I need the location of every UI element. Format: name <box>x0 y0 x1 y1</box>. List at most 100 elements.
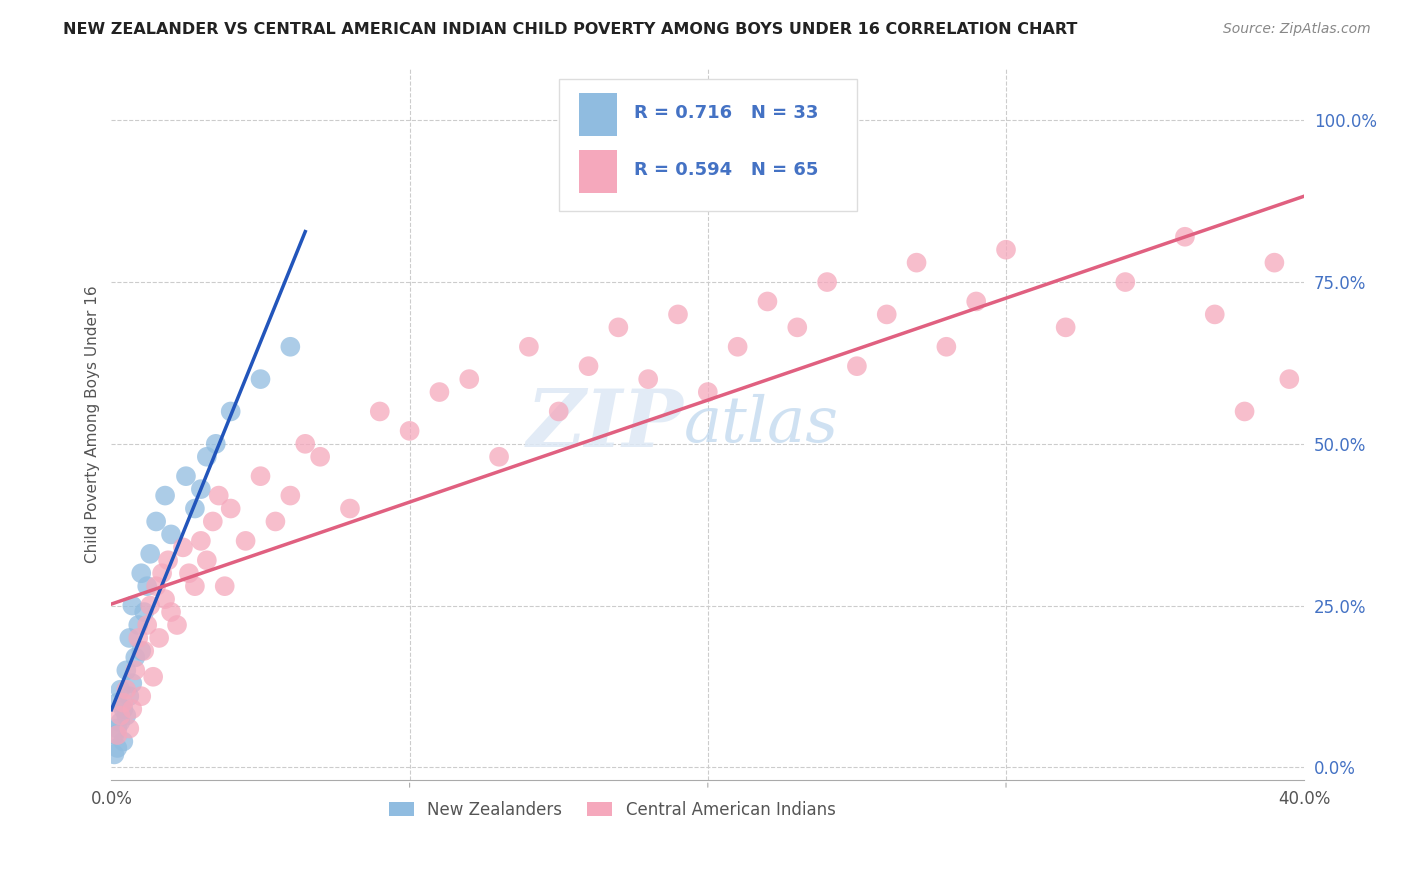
Point <box>112 702 135 716</box>
Point <box>136 618 159 632</box>
Point <box>166 618 188 632</box>
Point <box>184 579 207 593</box>
Point <box>195 553 218 567</box>
Text: R = 0.716   N = 33: R = 0.716 N = 33 <box>634 103 818 121</box>
Point <box>637 372 659 386</box>
Point <box>965 294 987 309</box>
Point <box>145 515 167 529</box>
Point <box>118 689 141 703</box>
Point <box>127 618 149 632</box>
Point <box>249 372 271 386</box>
Point <box>150 566 173 581</box>
Point <box>1174 229 1197 244</box>
Legend: New Zealanders, Central American Indians: New Zealanders, Central American Indians <box>382 794 842 825</box>
Point <box>219 404 242 418</box>
Point <box>115 708 138 723</box>
Point <box>134 605 156 619</box>
Point <box>278 489 301 503</box>
Point <box>1114 275 1136 289</box>
Point <box>124 663 146 677</box>
Point <box>129 689 152 703</box>
Point <box>815 275 838 289</box>
Point <box>204 437 226 451</box>
Point <box>129 566 152 581</box>
FancyBboxPatch shape <box>579 151 617 193</box>
Point <box>368 404 391 418</box>
Point <box>112 734 135 748</box>
Point <box>121 676 143 690</box>
Point <box>249 469 271 483</box>
Point <box>174 469 197 483</box>
Point <box>110 714 132 729</box>
Point <box>153 592 176 607</box>
Y-axis label: Child Poverty Among Boys Under 16: Child Poverty Among Boys Under 16 <box>86 285 100 563</box>
Point <box>1204 307 1226 321</box>
Point <box>666 307 689 321</box>
Point <box>727 340 749 354</box>
Point <box>139 547 162 561</box>
Point <box>103 747 125 762</box>
Text: Source: ZipAtlas.com: Source: ZipAtlas.com <box>1223 22 1371 37</box>
Point <box>115 663 138 677</box>
Point <box>103 728 125 742</box>
Text: ZIP: ZIP <box>527 385 683 463</box>
Point <box>118 722 141 736</box>
Point <box>139 599 162 613</box>
Point <box>1054 320 1077 334</box>
Point <box>160 605 183 619</box>
Point <box>136 579 159 593</box>
Point <box>201 515 224 529</box>
Point <box>309 450 332 464</box>
Point <box>845 359 868 374</box>
Point <box>696 385 718 400</box>
Point <box>105 722 128 736</box>
Point <box>1233 404 1256 418</box>
Point <box>786 320 808 334</box>
Point <box>110 708 132 723</box>
Point <box>398 424 420 438</box>
Text: atlas: atlas <box>683 393 839 455</box>
FancyBboxPatch shape <box>558 79 856 211</box>
Point <box>235 533 257 548</box>
Point <box>177 566 200 581</box>
Point <box>121 599 143 613</box>
Point <box>876 307 898 321</box>
Point <box>148 631 170 645</box>
Point <box>458 372 481 386</box>
Point <box>1278 372 1301 386</box>
Point <box>1263 255 1285 269</box>
Point <box>278 340 301 354</box>
Point <box>195 450 218 464</box>
Point <box>547 404 569 418</box>
Point <box>264 515 287 529</box>
Point <box>172 541 194 555</box>
Point <box>153 489 176 503</box>
Point <box>219 501 242 516</box>
Point <box>995 243 1018 257</box>
Point <box>105 696 128 710</box>
Point <box>105 741 128 756</box>
Text: R = 0.594   N = 65: R = 0.594 N = 65 <box>634 161 818 178</box>
Point <box>184 501 207 516</box>
Point <box>517 340 540 354</box>
Text: NEW ZEALANDER VS CENTRAL AMERICAN INDIAN CHILD POVERTY AMONG BOYS UNDER 16 CORRE: NEW ZEALANDER VS CENTRAL AMERICAN INDIAN… <box>63 22 1077 37</box>
Point <box>208 489 231 503</box>
Point <box>429 385 451 400</box>
Point <box>905 255 928 269</box>
Point <box>134 644 156 658</box>
Point <box>105 728 128 742</box>
Point <box>129 644 152 658</box>
Point <box>110 682 132 697</box>
Point <box>115 682 138 697</box>
Point <box>578 359 600 374</box>
FancyBboxPatch shape <box>579 94 617 136</box>
Point <box>145 579 167 593</box>
Point <box>339 501 361 516</box>
Point <box>112 696 135 710</box>
Point <box>607 320 630 334</box>
Point <box>160 527 183 541</box>
Point <box>935 340 957 354</box>
Point <box>756 294 779 309</box>
Point <box>121 702 143 716</box>
Point <box>118 631 141 645</box>
